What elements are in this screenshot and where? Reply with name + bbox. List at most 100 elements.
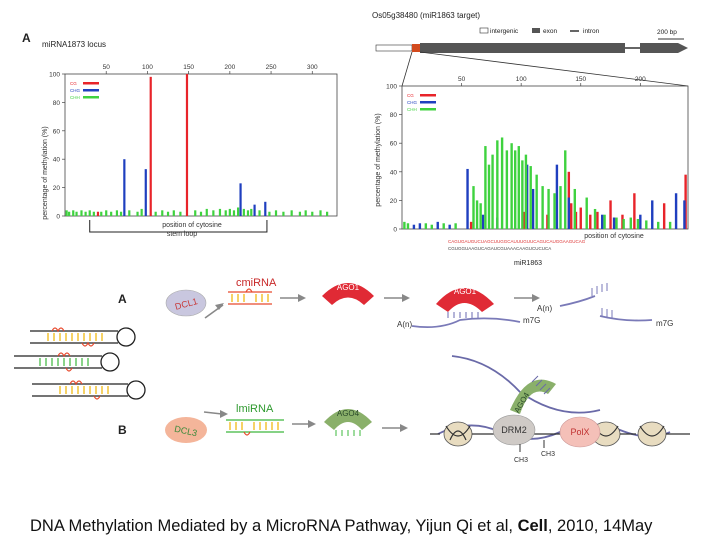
chart-os05g38480: 0 20 40 60 80 100 50 100 150 200 CG CHG CHH percent…: [375, 76, 689, 240]
cleaved-fragment-1: [559, 295, 596, 307]
transcript-b: [451, 355, 601, 414]
exon-block-2: [640, 43, 688, 53]
bar-chh: [573, 188, 576, 229]
bar-chh: [268, 211, 271, 216]
ago4-label: AGO4: [337, 409, 360, 418]
bar-chh: [236, 207, 240, 216]
bar-chh: [205, 208, 208, 216]
bar-cg: [662, 203, 666, 229]
bar-chh: [629, 217, 632, 229]
bar-chh: [88, 210, 91, 216]
xtick-label: 100: [516, 76, 527, 83]
caption-prefix: DNA Methylation Mediated by a MicroRNA P…: [30, 517, 518, 535]
bar-chh: [166, 211, 170, 216]
lmirna-duplex: [226, 419, 284, 436]
bar-chh: [514, 150, 517, 229]
bar-cg: [596, 211, 599, 229]
bar-chh: [80, 210, 83, 216]
bar-chh: [110, 211, 113, 216]
bar-chh: [500, 137, 504, 229]
nascent-rna: [437, 423, 671, 440]
ytick-label: 40: [53, 157, 61, 164]
ago1-protein: [322, 283, 374, 305]
bar-chh: [84, 211, 87, 216]
exon-swatch: [532, 28, 540, 33]
bar-chh: [496, 140, 499, 229]
bar-cg: [96, 211, 100, 216]
legend-label-chg: CHG: [70, 88, 80, 93]
ytick-label: 0: [393, 227, 397, 234]
fragment-2-bases: [601, 308, 613, 318]
bar-chh: [194, 210, 197, 216]
nucleosome-1: [443, 421, 473, 447]
bar-cg: [570, 203, 573, 229]
bar-chg: [481, 214, 485, 229]
ago1-label: AGO1: [337, 283, 360, 292]
bar-chg: [567, 197, 571, 229]
bar-chh: [521, 160, 524, 229]
bar-chh: [326, 211, 329, 216]
bar-chh: [547, 188, 550, 229]
bar-chh: [290, 210, 293, 216]
ago4-pairing: [531, 375, 551, 395]
bar-chh: [529, 166, 532, 229]
ytick-label: 60: [390, 141, 398, 148]
bar-chh: [100, 211, 103, 216]
ytick-label: 80: [53, 100, 61, 107]
bar-chh: [92, 211, 95, 216]
bar-cg: [589, 214, 592, 229]
arrow-b1-head: [220, 410, 228, 418]
bar-chh: [282, 211, 285, 216]
ago1-bound-label: AGO1: [454, 287, 477, 296]
xtick-label: 150: [575, 76, 586, 83]
bar-chh: [72, 210, 75, 216]
legend-swatch-cg: [420, 94, 436, 97]
bar-cg: [633, 193, 636, 229]
bar-chg: [412, 224, 416, 229]
bar-chh: [615, 217, 618, 229]
ytick-label: 20: [53, 185, 61, 192]
ch3-label-2: CH3: [541, 451, 555, 458]
intergenic-block: [375, 44, 413, 52]
bar-chh: [232, 210, 236, 216]
bar-chh: [406, 223, 410, 229]
bar-chg: [639, 214, 642, 229]
bar-cg: [579, 207, 582, 229]
legend-swatch-chh: [83, 96, 99, 99]
ytick-label: 100: [386, 84, 397, 91]
arrow-a3-head: [402, 294, 410, 302]
cmirna-label: cmiRNA: [236, 277, 277, 289]
gene-model: [375, 43, 689, 87]
arrow-b3-head: [400, 424, 408, 432]
bar-chh: [75, 211, 78, 216]
bar-chh: [115, 210, 119, 216]
bar-chh: [524, 154, 528, 229]
bar-chh: [535, 174, 538, 229]
dcl3-enzyme: [165, 417, 207, 443]
legend-label-chh: CHH: [407, 107, 417, 112]
bar-chh: [487, 164, 491, 229]
polx-protein: [559, 416, 601, 448]
ago4-protein: [324, 409, 372, 430]
bar-chh: [479, 203, 482, 229]
ago4-guide: [335, 430, 361, 436]
bar-chg: [683, 200, 686, 229]
bar-chh: [636, 218, 640, 229]
chart2-ylabel: percentage of methylation (%): [375, 113, 382, 206]
bar-chh: [403, 221, 406, 229]
arrow-a2-head: [298, 294, 306, 302]
bar-chh: [319, 210, 322, 216]
arrow-a4-head: [532, 294, 540, 302]
bar-chh: [212, 210, 215, 216]
bar-chh: [484, 146, 487, 229]
ytick-label: 20: [390, 198, 398, 205]
bar-chh: [668, 221, 672, 229]
bar-chh: [274, 210, 278, 216]
ago1-bound-protein: [436, 288, 494, 312]
bar-chh: [430, 224, 433, 229]
bar-chh: [105, 210, 108, 216]
panel-letter: A: [22, 31, 31, 45]
bar-chh: [424, 223, 428, 229]
xtick-label: 300: [307, 64, 318, 71]
